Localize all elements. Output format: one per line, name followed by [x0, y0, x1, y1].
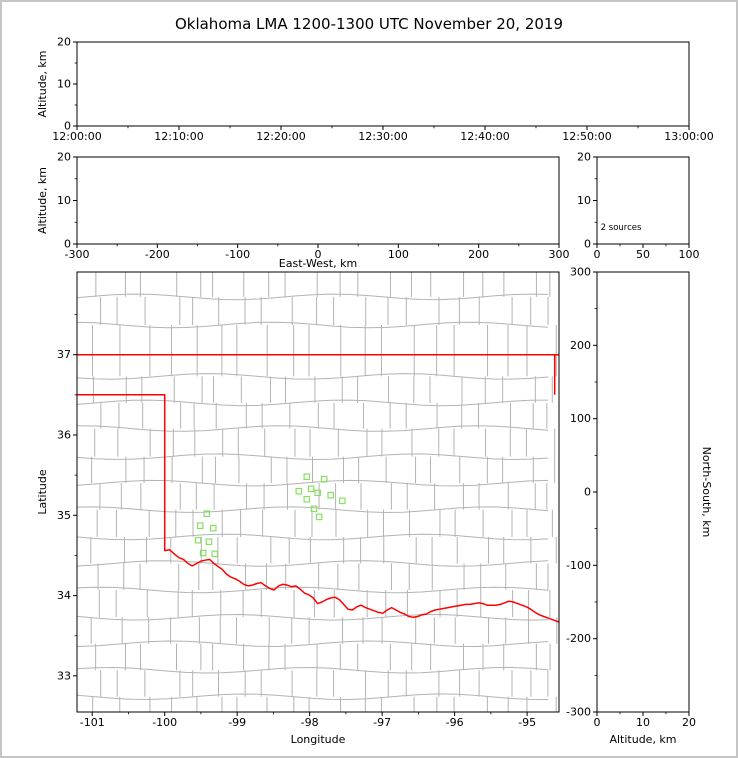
y-tick-label: -200 — [566, 632, 591, 645]
y-axis-label: Latitude — [36, 469, 49, 515]
x-tick-label: -97 — [373, 716, 391, 729]
y-tick-label: 20 — [57, 151, 71, 164]
y-tick-label: 37 — [57, 348, 71, 361]
y-tick-label: 0 — [64, 120, 71, 133]
station-marker — [307, 485, 315, 493]
station-marker — [327, 491, 334, 499]
y-tick-label: 200 — [570, 339, 591, 352]
axes-frame — [76, 41, 690, 127]
station-marker — [303, 495, 311, 503]
station-marker — [199, 549, 207, 557]
y-tick-label: 100 — [570, 412, 591, 425]
x-tick-label: 200 — [468, 248, 489, 261]
y-tick-label: -100 — [566, 559, 591, 572]
y-axis-label-right: North-South, km — [700, 447, 713, 538]
y-tick-label: 34 — [57, 589, 71, 602]
x-tick-label: 0 — [315, 248, 322, 261]
x-tick-label: -100 — [225, 248, 250, 261]
x-tick-label: 12:00:00 — [52, 130, 101, 143]
axes-frame — [76, 156, 560, 245]
panel-ew_height: -300 -200 -100 0 100 200 300 0 10 20 East-West, km… — [36, 151, 570, 271]
x-tick-label: 12:20:00 — [256, 130, 305, 143]
x-tick-label: 100 — [679, 248, 700, 261]
x-tick-label: -200 — [145, 248, 170, 261]
x-axis-label: Altitude, km — [609, 733, 676, 746]
station-markers — [194, 473, 346, 558]
station-marker — [194, 536, 202, 544]
y-tick-label: 33 — [57, 669, 71, 682]
x-tick-label: -96 — [446, 716, 464, 729]
y-tick-label: 20 — [57, 36, 71, 49]
x-tick-label: 12:40:00 — [460, 130, 509, 143]
station-marker — [203, 510, 211, 517]
station-marker — [320, 475, 328, 483]
y-tick-label: 10 — [577, 194, 591, 207]
axes-frame — [76, 271, 560, 713]
x-tick-label: 0 — [594, 716, 601, 729]
y-tick-label: 10 — [57, 194, 71, 207]
y-tick-label: -300 — [566, 706, 591, 719]
y-tick-label: 300 — [570, 266, 591, 279]
x-tick-label: 12:10:00 — [154, 130, 203, 143]
x-tick-label: -99 — [228, 716, 246, 729]
panel-alt_histogram: 2 sources 0 50 100 0 10 20 — [577, 151, 700, 262]
x-tick-label: 0 — [594, 248, 601, 261]
y-axis-label: Altitude, km — [36, 167, 49, 234]
station-marker — [205, 538, 213, 546]
x-tick-label: 300 — [549, 248, 570, 261]
x-tick-label: 20 — [682, 716, 696, 729]
axes-frame — [596, 271, 690, 713]
station-marker — [295, 487, 303, 495]
station-marker — [310, 505, 318, 513]
y-tick-label: 0 — [584, 486, 591, 499]
figure-title: Oklahoma LMA 1200-1300 UTC November 20, … — [174, 15, 564, 33]
y-axis-label: Altitude, km — [36, 50, 49, 117]
x-tick-label: -95 — [518, 716, 536, 729]
station-marker — [314, 489, 321, 497]
x-axis-label: East-West, km — [279, 257, 357, 270]
x-tick-label: 50 — [636, 248, 650, 261]
station-marker — [209, 524, 217, 532]
x-tick-label: -101 — [80, 716, 105, 729]
state-boundary — [77, 353, 559, 623]
x-tick-label: -98 — [301, 716, 319, 729]
x-tick-label: -100 — [152, 716, 177, 729]
panel-time_height: 12:00:00 12:10:00 12:20:00 12:30:00 12:40:00… — [36, 36, 714, 144]
y-tick-label: 36 — [57, 428, 71, 441]
station-marker — [315, 513, 323, 521]
station-marker — [338, 497, 346, 505]
panel-ns_height: 0 10 20 300 200 100 0 -100 -200 -300 Altitude, km N… — [566, 266, 713, 747]
x-axis-label: Longitude — [291, 733, 346, 746]
y-tick-label: 10 — [57, 78, 71, 91]
station-marker — [211, 550, 219, 558]
x-tick-label: 12:30:00 — [358, 130, 407, 143]
x-tick-label: 13:00:00 — [664, 130, 713, 143]
station-marker — [303, 473, 311, 481]
sources-annotation: 2 sources — [601, 223, 642, 233]
x-tick-label: 12:50:00 — [562, 130, 611, 143]
y-tick-label: 20 — [577, 151, 591, 164]
y-tick-label: 35 — [57, 509, 71, 522]
y-tick-label: 0 — [584, 238, 591, 251]
x-tick-label: 10 — [636, 716, 650, 729]
x-tick-label: 100 — [388, 248, 409, 261]
station-marker — [196, 522, 204, 530]
x-tick-label: -300 — [65, 248, 90, 261]
y-tick-label: 0 — [64, 238, 71, 251]
panel-plan_view: -101 -100 -99 -98 -97 -96 -95 33 34 35 36 37 Longitu… — [36, 271, 560, 746]
county-lines — [77, 272, 558, 712]
